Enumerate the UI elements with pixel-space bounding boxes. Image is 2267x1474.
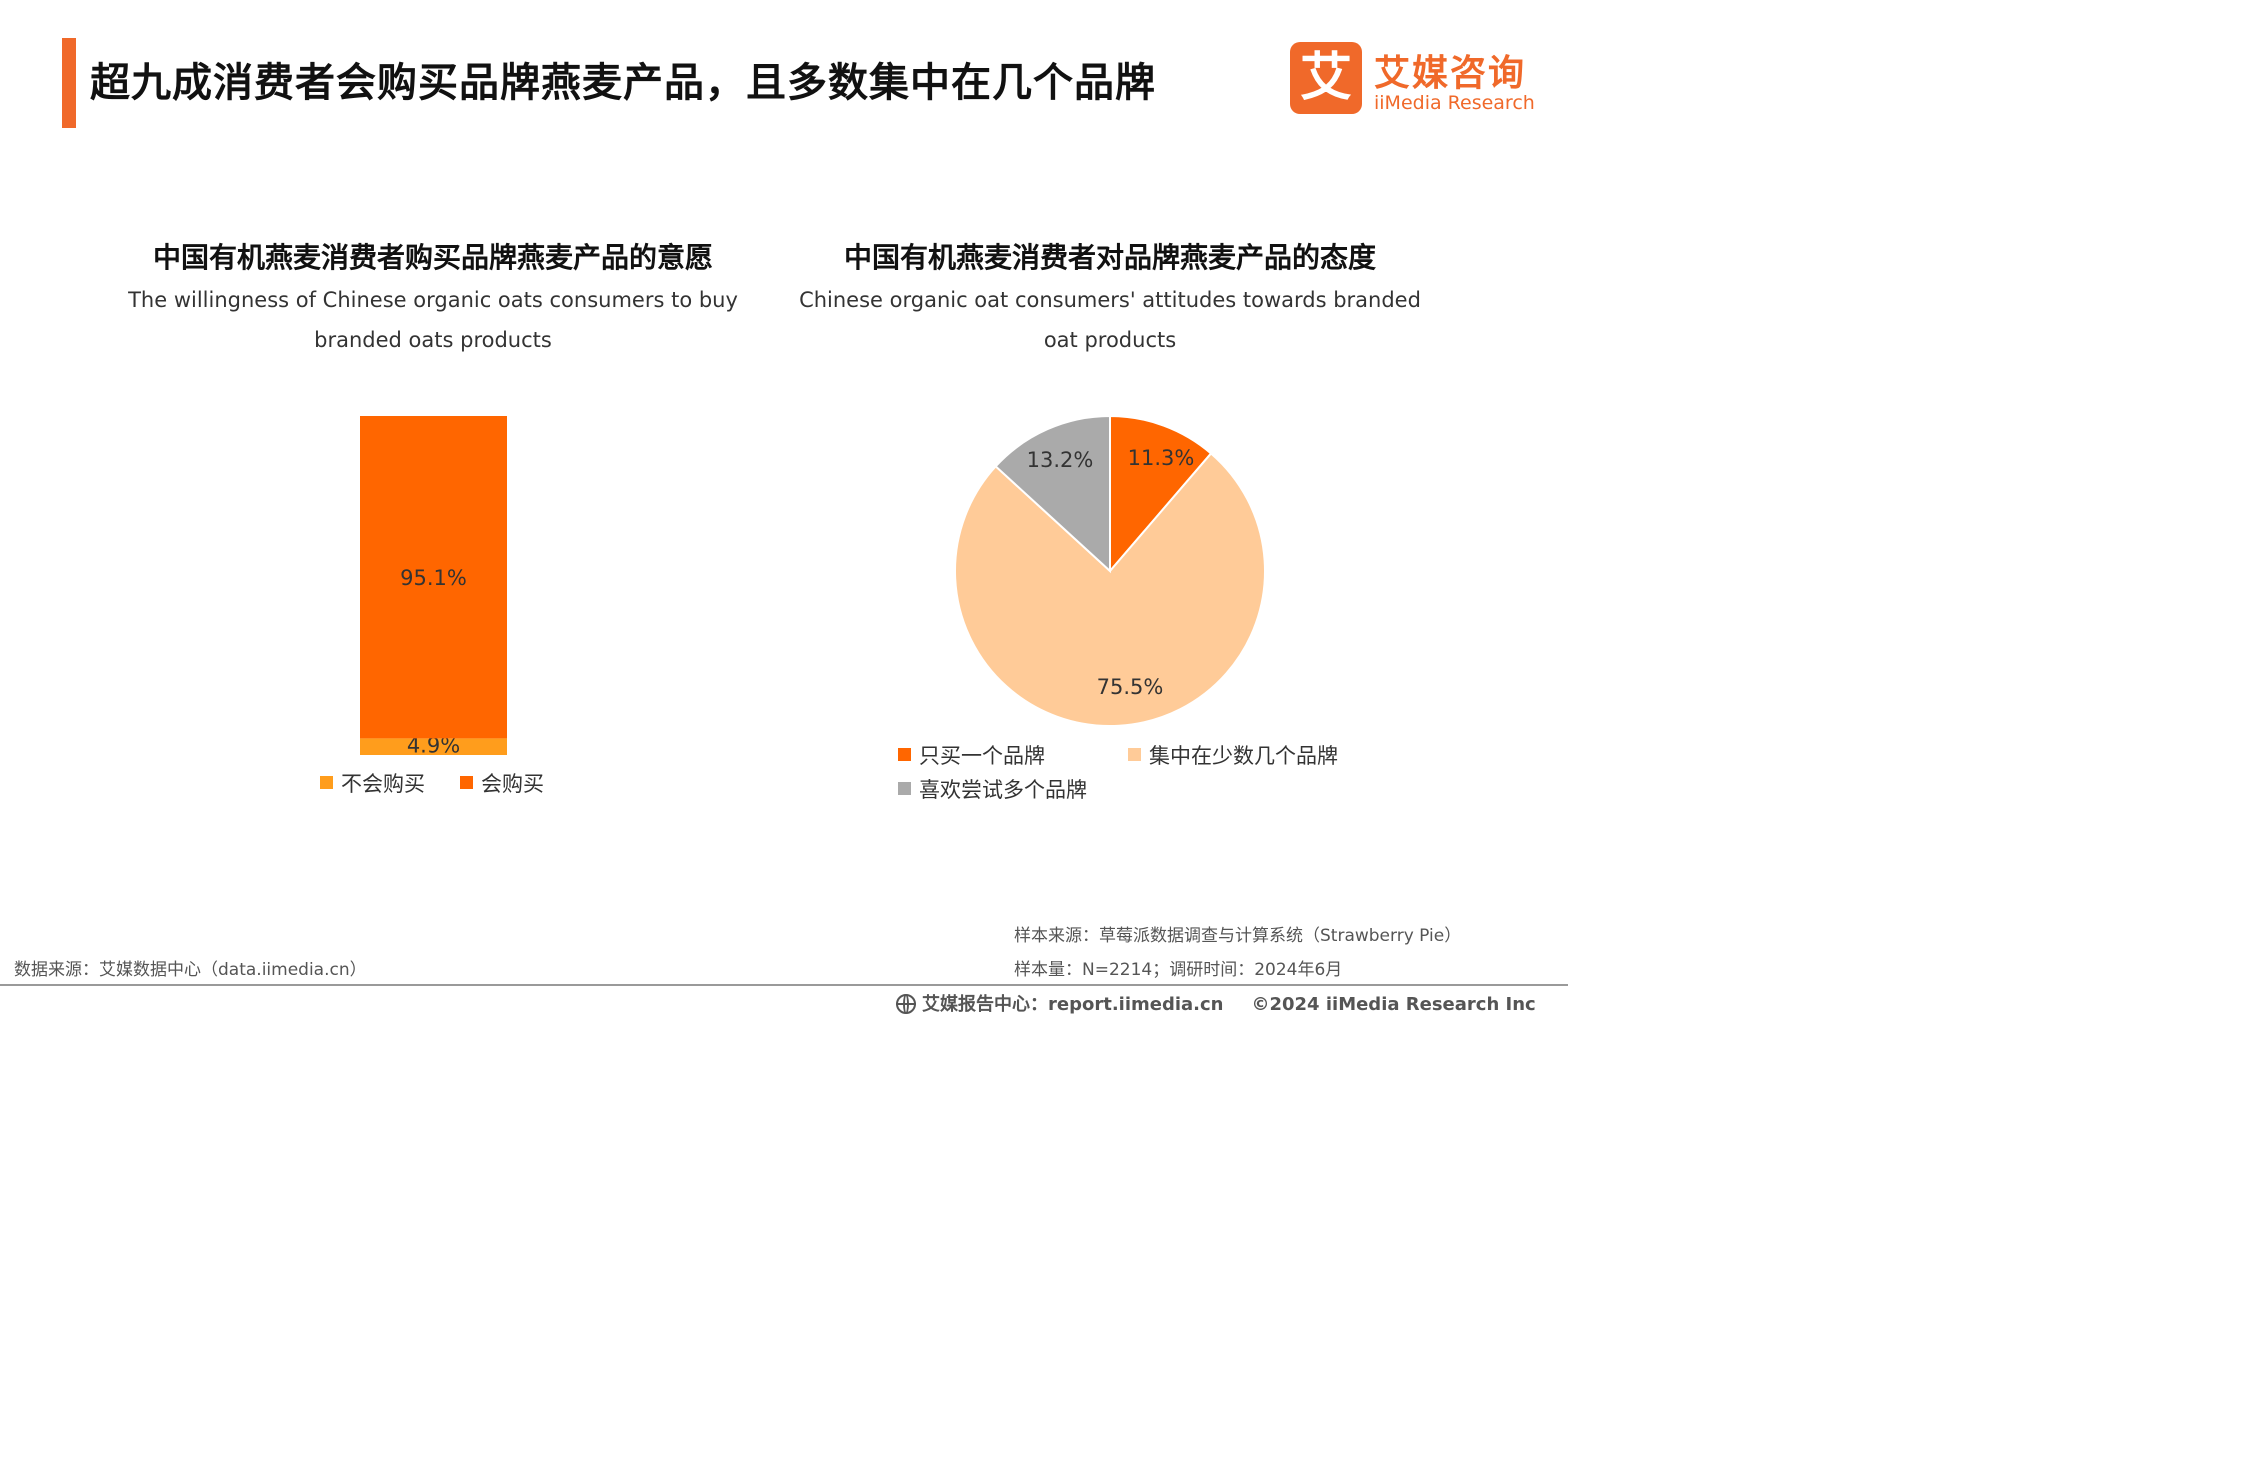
logo-name-en: iiMedia Research (1374, 92, 1535, 114)
bar-data-label-1: 95.1% (400, 566, 467, 590)
bar-legend-label-0: 不会购买 (341, 772, 425, 796)
title-accent-bar (62, 38, 76, 128)
pie-chart-subtitle: Chinese organic oat consumers' attitudes… (799, 288, 1421, 352)
data-source-note: 数据来源：艾媒数据中心（data.iimedia.cn） (14, 960, 367, 980)
sample-size-note: 样本量：N=2214；调研时间：2024年6月 (1014, 960, 1343, 980)
pie-data-label-1: 75.5% (1097, 675, 1164, 699)
globe-icon (896, 994, 916, 1014)
logo-name-cn: 艾媒咨询 (1374, 53, 1527, 94)
pie-data-label-0: 11.3% (1128, 446, 1195, 470)
page-title: 超九成消费者会购买品牌燕麦产品，且多数集中在几个品牌 (90, 60, 1156, 106)
report-center-link[interactable]: 艾媒报告中心：report.iimedia.cn (922, 994, 1224, 1015)
pie-legend-swatch-0 (898, 748, 911, 761)
pie-slice-0 (1109, 414, 1213, 574)
pie-legend-swatch-2 (898, 782, 911, 795)
bar-chart-subtitle: The willingness of Chinese organic oats … (128, 288, 738, 352)
pie-legend-label-2: 喜欢尝试多个品牌 (919, 778, 1087, 802)
footer-divider (0, 984, 1568, 986)
bar-legend-label-1: 会购买 (481, 772, 544, 796)
logo-mark-icon: 艾 (1290, 42, 1362, 114)
footer-bar: 艾媒报告中心：report.iimedia.cn ©2024 iiMedia Re… (896, 990, 1536, 1016)
bar-segment-1 (360, 416, 507, 739)
pie-slice-1 (954, 452, 1266, 727)
iimedia-logo: 艾 艾媒咨询 iiMedia Research (1290, 42, 1540, 118)
pie-data-label-2: 13.2% (1027, 448, 1094, 472)
pie-slice-2 (994, 414, 1111, 574)
bar-legend-swatch-0 (320, 776, 333, 789)
copyright-text: ©2024 iiMedia Research Inc (1251, 994, 1536, 1015)
pie-legend-swatch-1 (1128, 748, 1141, 761)
pie-legend-label-0: 只买一个品牌 (919, 744, 1045, 768)
pie-legend-label-1: 集中在少数几个品牌 (1149, 744, 1338, 768)
bar-chart-title: 中国有机燕麦消费者购买品牌燕麦产品的意愿 (152, 241, 713, 274)
pie-chart-title: 中国有机燕麦消费者对品牌燕麦产品的态度 (843, 241, 1376, 274)
sample-source-note: 样本来源：草莓派数据调查与计算系统（Strawberry Pie） (1014, 926, 1462, 946)
bar-legend-swatch-1 (460, 776, 473, 789)
bar-segment-0 (360, 738, 507, 755)
